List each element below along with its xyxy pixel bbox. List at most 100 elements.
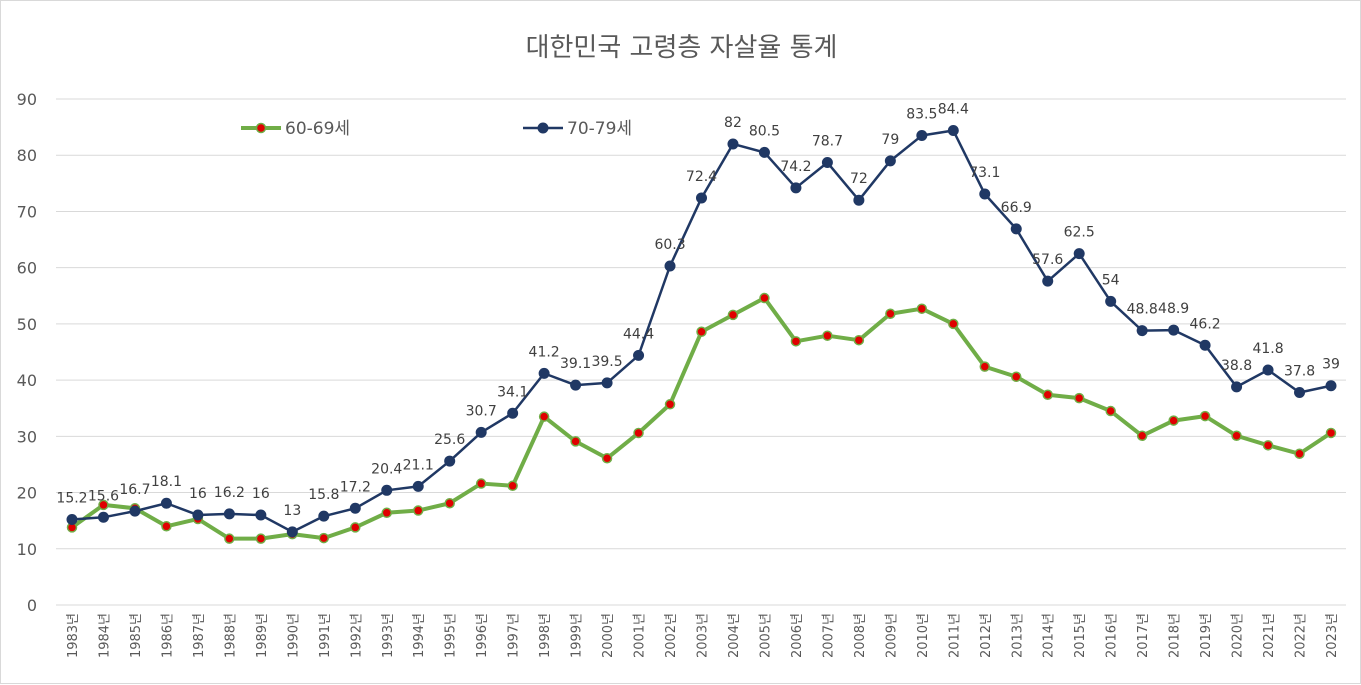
data-point-60-69 — [1294, 448, 1305, 460]
data-point-60-69 — [98, 499, 109, 511]
data-label-70-79: 25.6 — [434, 432, 465, 448]
data-point-60-69 — [318, 532, 330, 544]
legend-marker — [255, 122, 267, 134]
data-label-70-79: 48.9 — [1158, 301, 1189, 317]
data-point-70-79 — [633, 349, 645, 361]
data-label-70-79: 54 — [1102, 272, 1120, 288]
data-point-70-79 — [916, 130, 928, 142]
data-label-70-79: 16 — [189, 486, 207, 502]
x-tick-label: 1983년 — [66, 613, 81, 658]
x-tick-label: 2023년 — [1325, 613, 1340, 658]
x-tick-label: 1985년 — [129, 613, 144, 658]
data-point-70-79 — [1073, 248, 1085, 260]
x-tick-label: 2019년 — [1199, 613, 1214, 658]
data-point-60-69 — [1011, 371, 1022, 382]
x-tick-label: 1992년 — [349, 613, 364, 658]
data-point-70-79 — [223, 508, 235, 520]
data-point-60-69 — [570, 436, 581, 447]
data-label-70-79: 57.6 — [1032, 252, 1063, 268]
data-point-70-79 — [381, 484, 393, 496]
data-point-70-79 — [1105, 295, 1117, 307]
data-point-60-69 — [1199, 410, 1211, 422]
data-point-70-79 — [1168, 324, 1180, 336]
data-label-70-79: 72 — [850, 171, 868, 187]
data-label-70-79: 13 — [283, 503, 301, 519]
data-point-60-69 — [853, 334, 865, 346]
legend-marker — [537, 122, 549, 134]
data-point-70-79 — [349, 502, 361, 514]
data-point-70-79 — [1199, 339, 1211, 351]
data-point-70-79 — [758, 146, 770, 158]
y-tick-label: 60 — [17, 259, 37, 278]
data-label-70-79: 15.2 — [56, 491, 87, 507]
data-label-70-79: 30.7 — [466, 403, 497, 419]
data-point-70-79 — [1136, 325, 1148, 337]
data-label-70-79: 78.7 — [812, 134, 843, 150]
data-point-70-79 — [853, 194, 865, 206]
data-label-70-79: 60.3 — [654, 237, 685, 253]
data-point-70-79 — [1010, 223, 1022, 235]
data-point-70-79 — [601, 377, 613, 389]
data-point-70-79 — [66, 514, 78, 526]
data-label-70-79: 46.2 — [1190, 316, 1221, 332]
data-label-70-79: 38.8 — [1221, 358, 1252, 374]
data-point-70-79 — [790, 182, 802, 194]
chart-title: 대한민국 고령층 자살율 통계 — [525, 33, 838, 63]
data-point-60-69 — [759, 292, 770, 304]
data-point-70-79 — [255, 509, 267, 521]
data-point-60-69 — [696, 326, 707, 338]
x-tick-label: 2006년 — [790, 613, 805, 658]
data-label-70-79: 20.4 — [371, 461, 402, 477]
data-label-70-79: 15.8 — [308, 487, 339, 503]
x-tick-label: 2005년 — [758, 613, 773, 658]
x-tick-label: 1990년 — [286, 613, 301, 658]
x-tick-label: 2003년 — [696, 613, 711, 658]
data-label-70-79: 72.4 — [686, 169, 717, 185]
data-point-60-69 — [412, 505, 424, 516]
data-point-70-79 — [507, 407, 519, 419]
data-label-70-79: 39.1 — [560, 356, 591, 372]
x-tick-label: 1988년 — [223, 613, 238, 658]
data-point-60-69 — [633, 427, 644, 439]
data-point-60-69 — [1042, 389, 1053, 400]
data-point-60-69 — [1262, 440, 1274, 451]
data-label-70-79: 21.1 — [403, 457, 434, 473]
data-point-70-79 — [1294, 386, 1306, 398]
x-tick-label: 1997년 — [507, 613, 522, 658]
x-tick-label: 2009년 — [884, 613, 899, 658]
data-point-60-69 — [727, 309, 739, 321]
data-point-60-69 — [507, 480, 518, 492]
x-tick-label: 2000년 — [601, 613, 616, 658]
data-point-70-79 — [318, 510, 330, 522]
data-point-70-79 — [97, 511, 109, 523]
x-tick-label: 1994년 — [412, 613, 427, 658]
x-tick-label: 2015년 — [1073, 613, 1088, 658]
data-label-70-79: 82 — [724, 115, 742, 131]
y-tick-label: 10 — [17, 540, 37, 559]
data-label-70-79: 18.1 — [151, 474, 182, 490]
data-point-70-79 — [286, 526, 298, 538]
data-point-60-69 — [538, 411, 550, 422]
data-point-60-69 — [885, 308, 896, 320]
data-point-70-79 — [1042, 275, 1054, 287]
data-label-70-79: 79 — [881, 132, 899, 148]
data-label-70-79: 16.7 — [119, 482, 150, 498]
y-tick-label: 80 — [17, 146, 37, 165]
data-label-70-79: 80.5 — [749, 123, 780, 139]
data-label-70-79: 66.9 — [1001, 200, 1032, 216]
legend-item-60-69: 60-69세 — [285, 119, 350, 139]
data-point-70-79 — [884, 155, 896, 167]
data-point-60-69 — [1073, 392, 1085, 404]
data-point-60-69 — [224, 533, 235, 544]
y-tick-label: 30 — [17, 427, 37, 446]
data-label-70-79: 62.5 — [1064, 225, 1095, 241]
x-tick-label: 2012년 — [979, 613, 994, 658]
x-tick-label: 1991년 — [318, 613, 333, 658]
data-label-70-79: 17.2 — [340, 479, 371, 495]
x-tick-label: 2013년 — [1010, 613, 1025, 658]
data-point-70-79 — [538, 367, 550, 379]
data-point-70-79 — [475, 426, 487, 438]
data-point-60-69 — [601, 453, 613, 464]
